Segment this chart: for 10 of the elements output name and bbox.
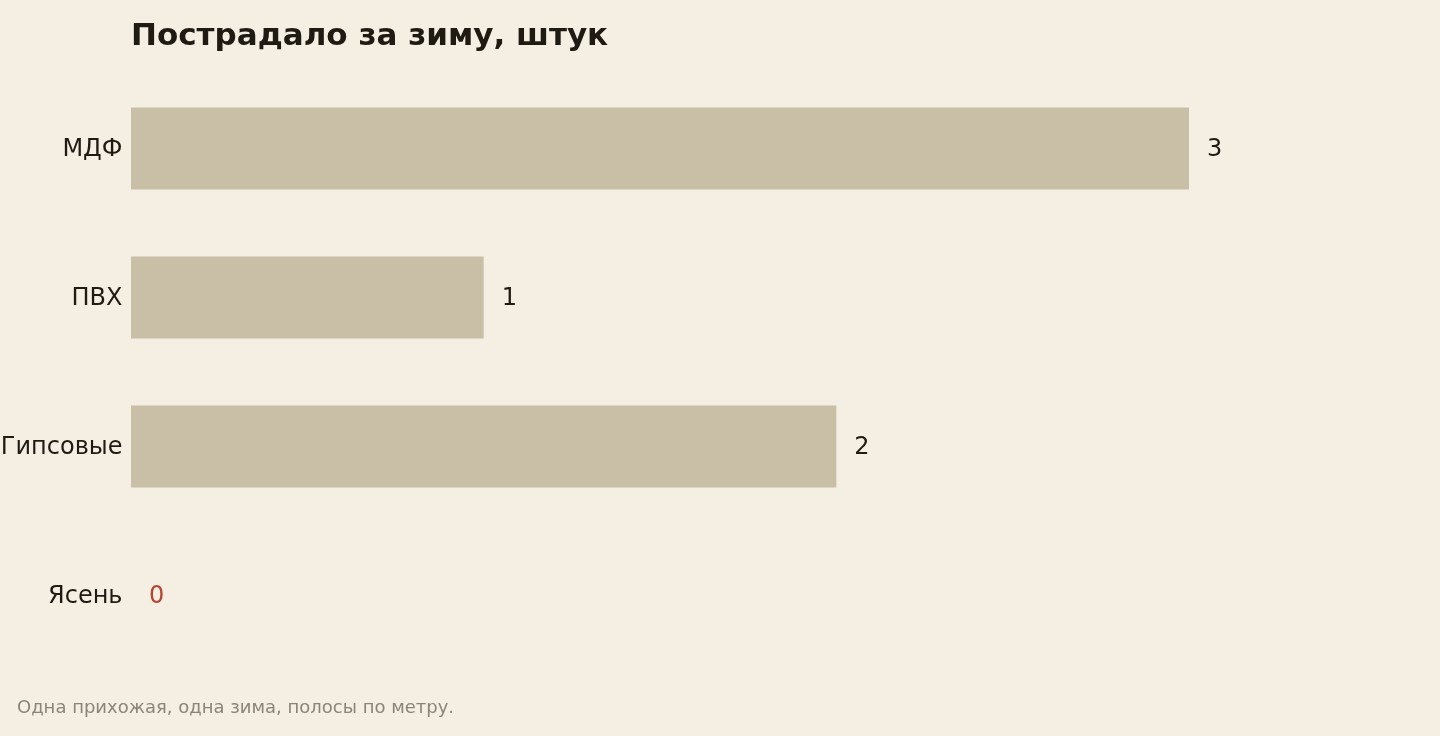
data-label: 1 <box>501 282 517 311</box>
y-tick-label: Гипсовые <box>0 431 123 460</box>
data-label: 2 <box>854 431 870 460</box>
data-label: 3 <box>1207 133 1223 162</box>
y-tick-label: ПВХ <box>71 282 123 311</box>
data-label: 0 <box>149 580 165 609</box>
y-tick-label: МДФ <box>62 133 123 162</box>
y-tick-label: Ясень <box>48 580 123 609</box>
chart-title: Пострадало за зиму, штук <box>131 16 609 52</box>
text: Одна прихожая, одна зима, полосы по метру. <box>17 696 455 717</box>
